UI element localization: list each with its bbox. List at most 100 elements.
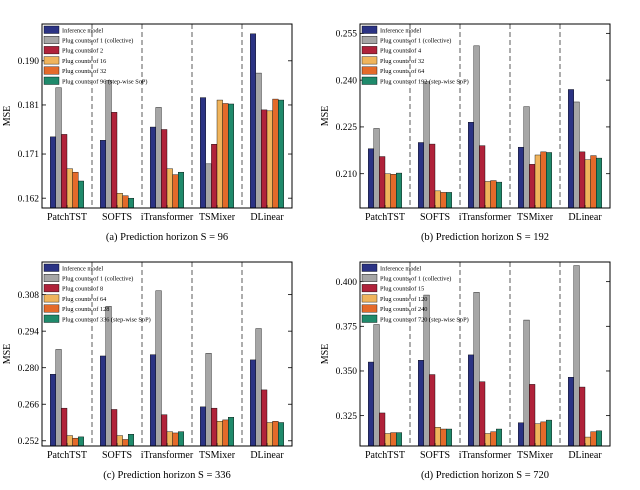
- legend-label: Plug counts of 15: [380, 286, 424, 293]
- legend: Inference model Plug counts of 1 (collect…: [361, 25, 469, 85]
- legend-label: Plug counts of 64: [62, 296, 107, 303]
- bar-itransformer-series-6: [177, 171, 184, 209]
- legend-swatch: [43, 314, 60, 323]
- bar-tsmixer-series-1: [199, 406, 206, 447]
- bar-dlinear-series-3: [579, 151, 586, 209]
- bar-dlinear-series-2: [573, 265, 580, 447]
- x-category-label: SOFTS: [102, 212, 132, 223]
- bar-softs-series-6: [127, 197, 134, 209]
- bar-patchtst-series-3: [61, 407, 68, 447]
- legend-swatch: [43, 76, 60, 85]
- legend-swatch: [43, 46, 60, 55]
- bar-patchtst-series-2: [55, 87, 62, 209]
- legend-label: Plug counts of 1 (collective): [62, 38, 133, 45]
- legend-label: Inference model: [62, 27, 103, 34]
- bar-patchtst-series-6: [396, 172, 403, 209]
- bar-dlinear-series-3: [261, 389, 268, 447]
- legend-swatch: [43, 274, 60, 282]
- x-category-label: TSMixer: [199, 450, 236, 461]
- legend-swatch: [361, 274, 378, 282]
- legend-label: Inference model: [380, 265, 421, 272]
- legend-swatch: [361, 294, 378, 303]
- bar-softs-series-5: [122, 195, 129, 209]
- bar-dlinear-series-2: [573, 101, 580, 209]
- bar-patchtst-series-2: [373, 128, 380, 209]
- y-tick-label: 0.308: [18, 291, 40, 301]
- bar-itransformer-series-1: [149, 354, 156, 447]
- x-category-label: iTransformer: [459, 450, 512, 461]
- legend-swatch: [361, 284, 378, 293]
- bar-softs-series-2: [105, 306, 112, 447]
- legend-swatch: [43, 304, 60, 313]
- legend-swatch: [43, 294, 60, 303]
- bar-itransformer-series-2: [155, 290, 162, 447]
- x-category-label: iTransformer: [141, 450, 194, 461]
- x-category-label: DLinear: [568, 212, 602, 223]
- bar-dlinear-series-6: [278, 99, 285, 209]
- legend-swatch: [43, 25, 60, 34]
- bar-tsmixer-series-1: [518, 146, 525, 209]
- y-axis-label: MSE: [320, 106, 331, 127]
- bar-itransformer-series-5: [490, 180, 497, 209]
- bar-dlinear-series-5: [590, 431, 597, 447]
- bar-dlinear-series-3: [579, 386, 586, 447]
- legend-label: Plug counts of 1 (collective): [380, 38, 451, 45]
- bar-softs-series-1: [418, 360, 425, 447]
- legend-label: Inference model: [62, 265, 103, 272]
- bar-patchtst-series-6: [77, 180, 84, 209]
- legend: Inference model Plug counts of 1 (collect…: [43, 25, 148, 85]
- bar-tsmixer-series-3: [529, 164, 536, 209]
- bar-tsmixer-series-6: [546, 152, 553, 209]
- legend-swatch: [361, 46, 378, 55]
- bar-softs-series-5: [440, 192, 447, 209]
- bar-itransformer-series-1: [149, 126, 156, 209]
- bar-itransformer-series-2: [155, 107, 162, 209]
- y-tick-label: 0.400: [336, 278, 358, 288]
- bar-dlinear-series-6: [596, 430, 603, 447]
- bar-itransformer-series-5: [490, 431, 497, 447]
- y-axis-label: MSE: [320, 344, 331, 365]
- bar-patchtst-series-4: [384, 433, 391, 447]
- bar-itransformer-series-3: [479, 381, 486, 447]
- legend-swatch: [361, 66, 378, 75]
- bar-itransformer-series-6: [496, 181, 503, 209]
- x-category-label: TSMixer: [517, 212, 554, 223]
- legend: Inference model Plug counts of 1 (collect…: [43, 263, 151, 323]
- bar-patchtst-series-5: [390, 432, 397, 447]
- legend-swatch: [361, 36, 378, 44]
- bar-tsmixer-series-4: [534, 423, 541, 447]
- bar-itransformer-series-4: [484, 181, 491, 209]
- bar-softs-series-1: [99, 140, 106, 209]
- x-category-label: PatchTST: [47, 212, 87, 223]
- bar-softs-series-4: [434, 427, 441, 447]
- legend-label: Plug counts of 720 (step-wise SoP): [380, 316, 469, 323]
- y-tick-label: 0.252: [18, 437, 40, 447]
- y-tick-label: 0.181: [18, 101, 40, 111]
- y-tick-label: 0.255: [336, 30, 358, 40]
- legend-swatch: [361, 263, 378, 272]
- y-tick-label: 0.375: [336, 323, 358, 333]
- bar-itransformer-series-2: [473, 45, 480, 209]
- legend-label: Plug counts of 1 (collective): [380, 276, 451, 283]
- y-tick-label: 0.225: [336, 123, 358, 133]
- legend-label: Plug counts of 16: [62, 58, 106, 65]
- y-axis-label: MSE: [2, 106, 13, 127]
- legend-swatch: [43, 66, 60, 75]
- legend-label: Plug counts of 32: [380, 58, 424, 65]
- legend-label: Plug counts of 96 (step-wise SoP): [62, 78, 148, 85]
- y-tick-label: 0.294: [18, 327, 40, 337]
- y-tick-label: 0.162: [18, 194, 40, 204]
- bar-dlinear-series-4: [584, 159, 591, 209]
- y-tick-label: 0.350: [336, 367, 358, 377]
- legend-label: Plug counts of 120: [380, 296, 427, 303]
- bar-softs-series-6: [446, 192, 453, 209]
- legend-label: Plug counts of 128: [62, 306, 109, 313]
- x-category-label: TSMixer: [517, 450, 554, 461]
- legend-label: Plug counts of 192 (step-wise SoP): [380, 78, 469, 85]
- legend-swatch: [361, 56, 378, 65]
- bar-patchtst-series-2: [55, 349, 62, 447]
- bar-patchtst-series-3: [379, 412, 386, 447]
- bar-itransformer-series-3: [479, 145, 486, 209]
- bar-dlinear-series-5: [272, 421, 279, 447]
- legend-label: Plug counts of 240: [380, 306, 427, 313]
